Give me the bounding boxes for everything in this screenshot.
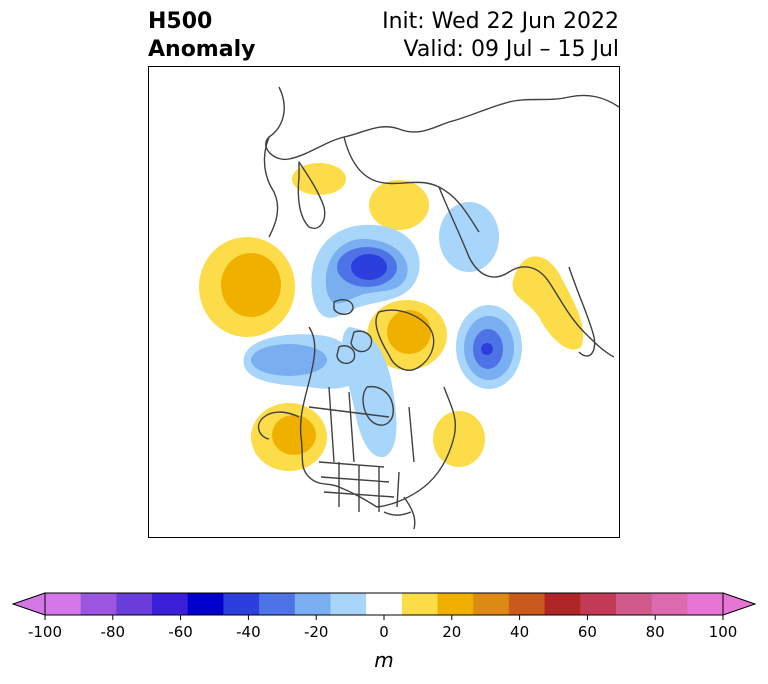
colorbar-tick-label: 100 xyxy=(709,623,738,641)
colorbar-segment xyxy=(330,593,367,615)
anomaly-greenland-sea xyxy=(311,224,420,318)
colorbar-tick-label: 40 xyxy=(510,623,529,641)
title-line-1: H500 xyxy=(148,9,213,34)
colorbar-segment xyxy=(615,593,653,615)
colorbar-segment xyxy=(401,593,439,615)
colorbar-ticks: -100 -80 -60 -40 -20 0 20 40 60 80 100 xyxy=(28,615,737,641)
colorbar-tick-label: -100 xyxy=(28,623,62,641)
colorbar-segment xyxy=(80,593,117,615)
anomaly-scandinavia xyxy=(292,163,346,195)
colorbar-segment xyxy=(152,593,189,615)
init-valid-info: Init: Wed 22 Jun 2022 Valid: 09 Jul – 15… xyxy=(382,8,619,64)
colorbar-segment xyxy=(437,593,474,615)
colorbar-tick-label: -60 xyxy=(168,623,193,641)
map-title: H500 Anomaly xyxy=(148,8,255,64)
anomaly-map xyxy=(199,86,619,530)
colorbar-tick-label: 60 xyxy=(578,623,597,641)
colorbar-segment xyxy=(366,593,403,615)
anomaly-canadian-arctic xyxy=(243,334,360,389)
colorbar-segment xyxy=(580,593,617,615)
colorbar-segment xyxy=(116,593,153,615)
colorbar-segment xyxy=(187,593,224,615)
anomaly-shading xyxy=(199,163,584,471)
colorbar-tick-label: -20 xyxy=(304,623,329,641)
colorbar-segment xyxy=(544,593,581,615)
colorbar-tick-label: 80 xyxy=(646,623,665,641)
colorbar-over-arrow xyxy=(722,592,757,616)
colorbar-segment xyxy=(223,593,260,615)
map-panel xyxy=(148,66,620,538)
valid-period: Valid: 09 Jul – 15 Jul xyxy=(403,37,619,62)
colorbar-under-arrow xyxy=(11,592,46,616)
anomaly-western-siberia xyxy=(439,202,499,272)
anomaly-eastern-siberia xyxy=(512,256,584,350)
anomaly-eastern-atlantic xyxy=(199,237,295,337)
colorbar-tick-label: 0 xyxy=(379,623,389,641)
coastlines xyxy=(257,86,619,530)
colorbar-tick-label: 20 xyxy=(442,623,461,641)
colorbar-segment xyxy=(294,593,331,615)
colorbar-segments xyxy=(45,593,724,615)
colorbar: -100 -80 -60 -40 -20 0 20 40 60 80 100 m xyxy=(0,585,768,675)
colorbar-svg: -100 -80 -60 -40 -20 0 20 40 60 80 100 m xyxy=(11,592,757,672)
init-date: Init: Wed 22 Jun 2022 xyxy=(382,9,619,34)
colorbar-segment xyxy=(508,593,546,615)
anomaly-barents xyxy=(369,180,429,230)
colorbar-segment xyxy=(45,593,82,615)
colorbar-segment xyxy=(687,593,724,615)
colorbar-tick-label: -40 xyxy=(236,623,261,641)
colorbar-segment xyxy=(651,593,688,615)
anomaly-northeast-north-america xyxy=(433,411,485,467)
colorbar-tick-label: -80 xyxy=(101,623,126,641)
anomaly-western-north-america xyxy=(251,403,327,471)
colorbar-segment xyxy=(473,593,510,615)
colorbar-unit: m xyxy=(374,648,393,672)
anomaly-east-siberian-sea xyxy=(456,305,522,389)
title-line-2: Anomaly xyxy=(148,37,256,62)
colorbar-segment xyxy=(259,593,296,615)
